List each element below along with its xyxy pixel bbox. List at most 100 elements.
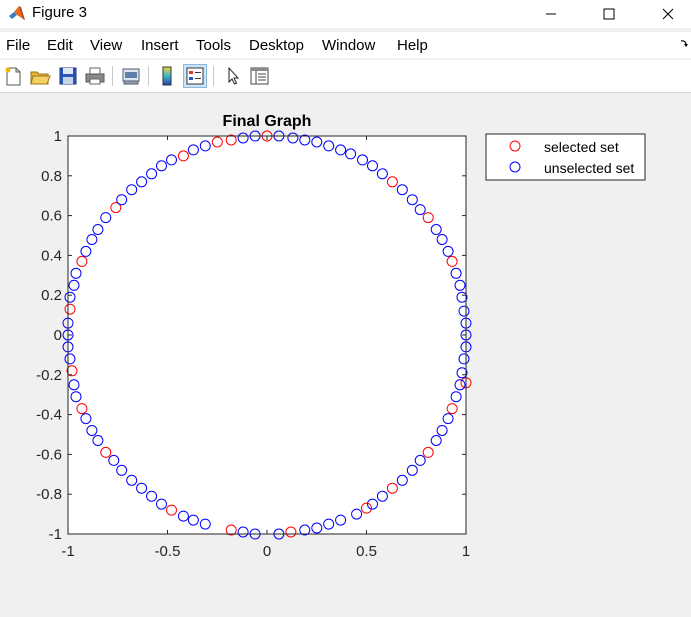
axes-background (68, 136, 466, 534)
unselected-point (311, 522, 323, 534)
selected-point (225, 134, 237, 146)
menu-view[interactable]: View (90, 37, 123, 54)
property-inspector-button[interactable] (248, 65, 270, 87)
unselected-point (456, 291, 468, 303)
unselected-point (367, 498, 378, 510)
unselected-point (436, 234, 448, 245)
maximize-button[interactable] (586, 0, 632, 28)
unselected-point (92, 435, 104, 446)
unselected-point (357, 154, 368, 166)
y-tick-label: 0.8 (41, 168, 62, 185)
toolbar (0, 60, 691, 93)
scatter-plot[interactable]: Final Graph -1 -0.5 0 0.5 1 -1 -0.8 -0.6 -0.4 -0.… (0, 93, 691, 617)
unselected-point (430, 224, 442, 235)
x-tick-label: -0.5 (155, 543, 181, 560)
property-inspector-icon (250, 67, 269, 85)
x-tick-label: 1 (462, 543, 470, 560)
chart-title: Final Graph (223, 113, 312, 130)
unselected-point (456, 367, 468, 379)
selected-point (422, 446, 434, 458)
y-tick-label: 0.6 (41, 208, 62, 225)
unselected-point (80, 413, 92, 425)
edit-plot-icon (228, 66, 240, 85)
unselected-point (187, 514, 199, 526)
y-tick-label: 0 (54, 327, 62, 344)
unselected-point (126, 184, 138, 196)
unselected-point (367, 160, 378, 172)
minimize-button[interactable] (528, 0, 574, 28)
menu-help[interactable]: Help (397, 37, 428, 54)
unselected-point (406, 464, 418, 476)
insert-colorbar-button[interactable] (156, 65, 178, 87)
menu-file[interactable]: File (6, 37, 31, 54)
unselected-point (68, 379, 80, 391)
y-tick-label: -0.4 (36, 407, 62, 424)
print-button[interactable] (84, 65, 106, 87)
selected-point (100, 446, 112, 458)
insert-legend-button[interactable] (183, 64, 207, 88)
unselected-point (237, 132, 249, 144)
matlab-logo-icon (9, 6, 25, 20)
x-tick-label: 0 (263, 543, 271, 560)
new-figure-button[interactable] (2, 65, 24, 87)
unselected-point (166, 154, 177, 166)
unselected-point (136, 176, 148, 188)
insert-colorbar-icon (162, 66, 172, 86)
selected-point (166, 504, 177, 516)
print-icon (85, 67, 105, 85)
legend-marker-selected (509, 140, 521, 152)
menu-edit[interactable]: Edit (47, 37, 73, 54)
unselected-point (458, 353, 470, 365)
selected-point (110, 202, 122, 214)
close-button[interactable] (645, 0, 691, 28)
axis-ticks: -1 -0.5 0 0.5 1 -1 -0.8 -0.6 -0.4 -0.2 0 0.2 0.4 0.6 0… (36, 128, 470, 560)
unselected-point (100, 212, 112, 224)
y-tick-label: -0.2 (36, 367, 62, 384)
selected-point (446, 255, 458, 267)
save-button[interactable] (57, 65, 79, 87)
selected-point (211, 136, 223, 148)
title-bar: Figure 3 (0, 0, 691, 28)
unselected-point (64, 291, 76, 303)
toolbar-separator (148, 66, 149, 86)
unselected-point (199, 140, 211, 152)
unselected-point (454, 379, 466, 391)
y-tick-label: 0.2 (41, 287, 62, 304)
x-tick-label: 0.5 (356, 543, 377, 560)
selected-point (285, 526, 297, 538)
link-plot-button[interactable] (120, 65, 142, 87)
unselected-point (156, 160, 167, 172)
unselected-point (436, 425, 448, 436)
selected-point (386, 482, 398, 494)
figure-area: Final Graph -1 -0.5 0 0.5 1 -1 -0.8 -0.6 -0.4 -0.… (0, 93, 691, 617)
close-icon (662, 8, 674, 20)
y-tick-label: -1 (49, 526, 62, 543)
legend-marker-unselected (509, 161, 521, 173)
open-file-button[interactable] (29, 65, 51, 87)
y-tick-label: 1 (54, 128, 62, 145)
unselected-point (323, 140, 335, 152)
maximize-icon (603, 8, 615, 20)
link-plot-icon (122, 68, 140, 85)
selected-point (64, 303, 76, 315)
selected-point (422, 212, 434, 224)
unselected-point (396, 474, 408, 486)
new-figure-icon (5, 67, 21, 86)
unselected-point (323, 518, 335, 530)
unselected-point (454, 279, 466, 291)
unselected-point (126, 474, 138, 486)
unselected-point (311, 136, 323, 148)
unselected-point (299, 134, 311, 146)
unselected-point (430, 435, 442, 446)
unselected-point (351, 508, 363, 520)
menu-window[interactable]: Window (322, 37, 376, 54)
unselected-point (80, 245, 92, 257)
menu-insert[interactable]: Insert (141, 37, 179, 54)
selected-point (66, 365, 78, 377)
menu-tools[interactable]: Tools (196, 37, 232, 54)
menu-desktop[interactable]: Desktop (249, 37, 305, 54)
legend[interactable]: selected set unselected set (485, 133, 646, 181)
unselected-point (345, 148, 357, 160)
dock-arrow-icon[interactable] (679, 38, 689, 48)
edit-plot-button[interactable] (222, 65, 244, 87)
